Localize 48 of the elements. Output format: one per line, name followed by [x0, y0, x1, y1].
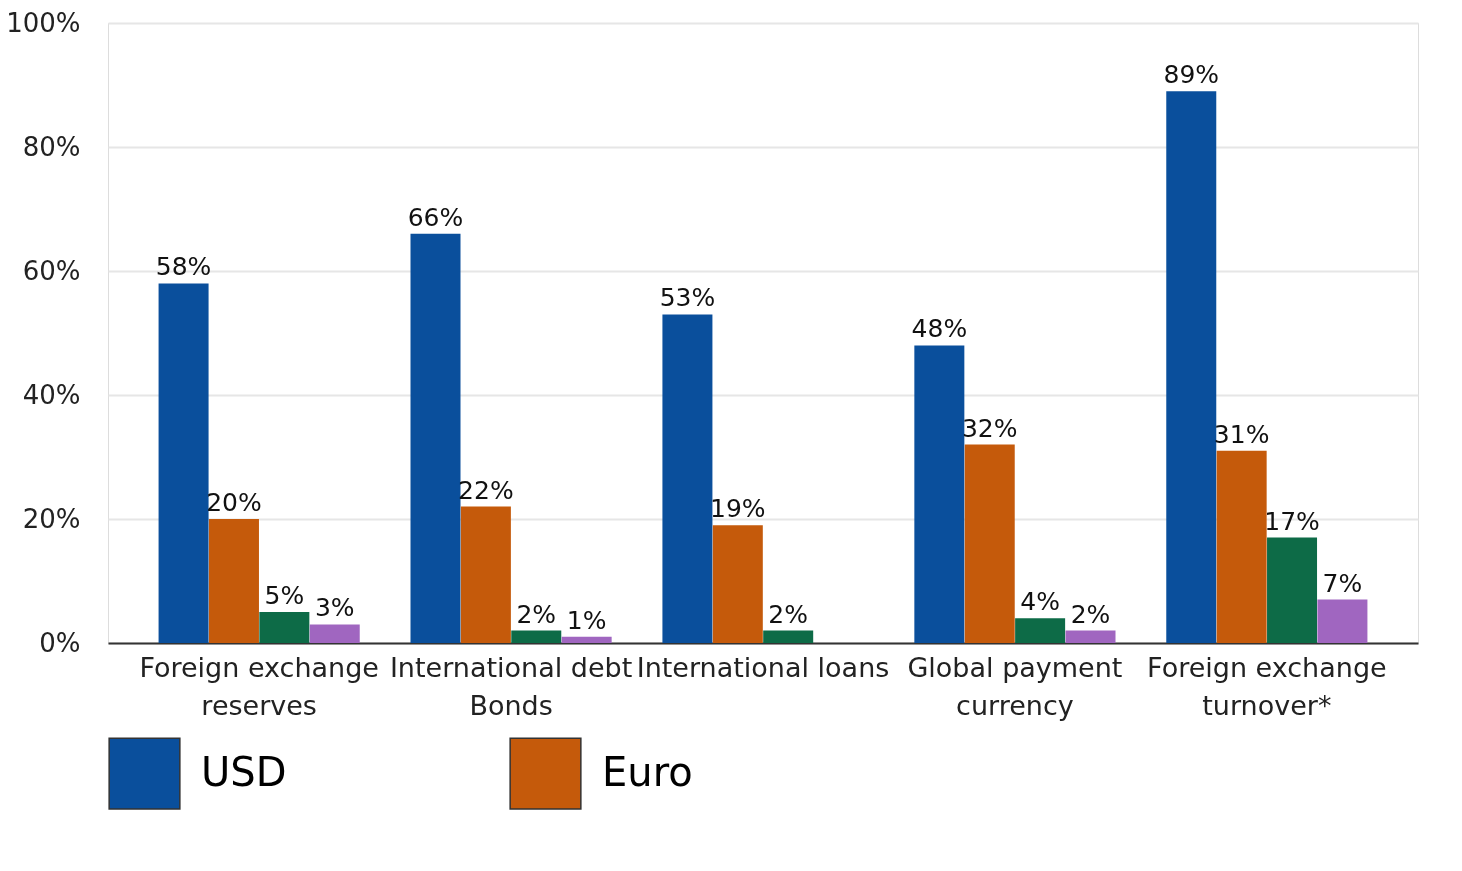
- bar: [1166, 91, 1217, 643]
- bar: [208, 519, 259, 643]
- bar: [1015, 618, 1066, 643]
- data-label: 89%: [1163, 60, 1220, 90]
- x-tick-label: Foreign exchange turnover*: [1147, 651, 1387, 721]
- data-label: 3%: [314, 593, 355, 623]
- y-tick-label: 20%: [22, 503, 81, 534]
- bar: [662, 314, 713, 643]
- bar: [763, 630, 814, 643]
- bar: [410, 233, 461, 643]
- bar: [914, 345, 965, 643]
- data-label: 2%: [768, 599, 809, 629]
- x-tick-label: Global payment currency: [907, 651, 1123, 721]
- bar: [309, 624, 360, 643]
- data-label: 2%: [1070, 599, 1111, 629]
- bar: [561, 636, 612, 643]
- x-tick-label: International loans: [636, 651, 890, 683]
- x-tick-label: Foreign exchange reserves: [139, 651, 379, 721]
- data-label: 2%: [516, 599, 557, 629]
- data-label: 66%: [407, 202, 464, 232]
- bar: [1065, 630, 1116, 643]
- legend-label: Euro: [602, 748, 693, 795]
- legend-label: USD: [201, 748, 287, 795]
- data-label: 1%: [566, 605, 607, 635]
- bar: [1317, 599, 1368, 643]
- bar: [511, 630, 562, 643]
- data-label: 32%: [961, 413, 1018, 443]
- bar: [1267, 537, 1318, 643]
- x-tick-label: International debt Bonds: [389, 651, 633, 721]
- data-label: 58%: [155, 252, 212, 282]
- bar: [712, 525, 763, 643]
- data-label: 5%: [264, 581, 305, 610]
- bar: [964, 444, 1015, 643]
- data-label: 53%: [659, 283, 716, 313]
- y-tick-label: 80%: [22, 131, 81, 162]
- bar: [1216, 450, 1267, 643]
- data-label: 17%: [1264, 506, 1320, 536]
- bar: [158, 283, 209, 643]
- bar: [259, 612, 310, 643]
- y-tick-label: 40%: [22, 379, 81, 410]
- data-label: 7%: [1322, 568, 1363, 598]
- bar: [460, 506, 511, 643]
- data-label: 48%: [911, 314, 968, 344]
- y-tick-label: 0%: [39, 627, 81, 658]
- y-tick-label: 100%: [6, 7, 81, 38]
- data-label: 19%: [710, 494, 766, 524]
- y-tick-label: 60%: [22, 255, 81, 286]
- data-label: 4%: [1020, 587, 1060, 617]
